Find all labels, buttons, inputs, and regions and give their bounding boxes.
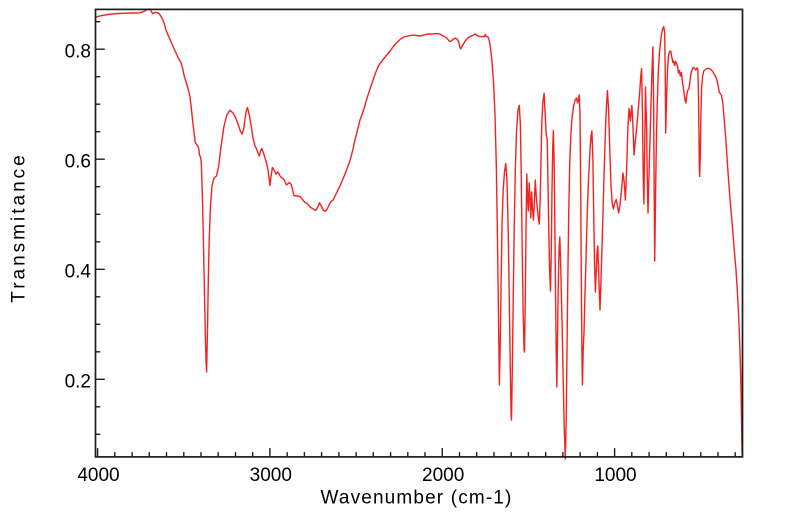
svg-text:0.2: 0.2 <box>65 372 91 393</box>
svg-text:0.8: 0.8 <box>65 42 91 63</box>
svg-text:3000: 3000 <box>250 465 292 486</box>
svg-text:2000: 2000 <box>422 465 464 486</box>
svg-text:Wavenumber (cm-1): Wavenumber (cm-1) <box>321 488 513 509</box>
svg-text:4000: 4000 <box>77 465 119 486</box>
svg-text:0.6: 0.6 <box>65 152 91 173</box>
svg-text:0.4: 0.4 <box>65 262 92 283</box>
svg-text:1000: 1000 <box>594 465 636 486</box>
svg-text:Transmitance: Transmitance <box>9 152 30 302</box>
